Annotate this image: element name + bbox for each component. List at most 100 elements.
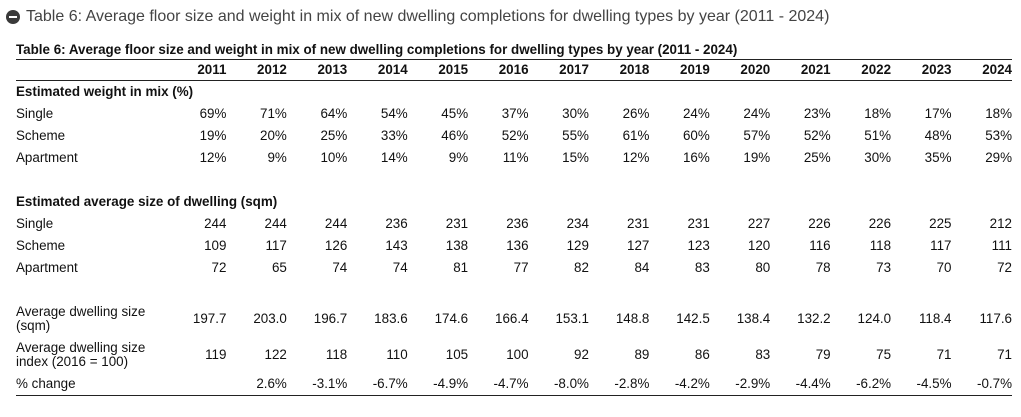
value-cell: 86 xyxy=(694,347,710,362)
value-cell: 65 xyxy=(271,260,287,275)
value-cell: 78 xyxy=(815,260,831,275)
value-cell: 69% xyxy=(199,106,227,121)
year-header: 2016 xyxy=(468,60,529,81)
value-cell: 119 xyxy=(205,347,227,362)
value-cell: 174.6 xyxy=(434,311,469,326)
section-header[interactable]: Table 6: Average floor size and weight i… xyxy=(6,6,829,28)
value-cell: 89 xyxy=(634,347,650,362)
header-label-cell xyxy=(16,60,166,81)
value-cell: 46% xyxy=(441,128,469,143)
value-cell: 52% xyxy=(803,128,831,143)
year-header: 2018 xyxy=(588,60,650,81)
value-cell: 231 xyxy=(627,216,650,231)
value-cell: 225 xyxy=(929,216,952,231)
table-row: Apartment 72 65 74 74 81 77 82 84 83 80 78 73 70 72 xyxy=(16,257,1012,279)
value-cell: 83 xyxy=(755,347,771,362)
value-cell: 10% xyxy=(320,150,348,165)
row-label: % change xyxy=(16,373,166,396)
row-label: Apartment xyxy=(16,260,78,275)
table-row: Average dwelling size (sqm) 197.7 203.0 196… xyxy=(16,301,1012,337)
row-label: Single xyxy=(16,216,54,231)
value-cell: 29% xyxy=(985,150,1012,165)
value-cell: -4.7% xyxy=(468,373,529,396)
value-cell: -4.4% xyxy=(770,373,831,396)
value-cell: 26% xyxy=(622,106,650,121)
row-label: Average dwelling size (sqm) xyxy=(16,304,146,333)
value-cell: 18% xyxy=(985,106,1012,121)
table-row: Average dwelling size index (2016 = 100)… xyxy=(16,337,1012,373)
value-cell: 244 xyxy=(264,216,287,231)
value-cell: -0.7% xyxy=(951,373,1012,396)
table-container: Table 6: Average floor size and weight i… xyxy=(16,40,1012,396)
value-cell: 166.4 xyxy=(495,311,529,326)
value-cell: 24% xyxy=(743,106,771,121)
section-heading-row: Estimated average size of dwelling (sqm) xyxy=(16,191,1012,213)
value-cell: 82 xyxy=(574,260,589,275)
year-header: 2024 xyxy=(951,60,1012,81)
value-cell: 123 xyxy=(687,238,710,253)
value-cell: -2.8% xyxy=(588,373,650,396)
value-cell: 16% xyxy=(682,150,710,165)
table-body: Estimated weight in mix (%) Single 69% 71% 6… xyxy=(16,81,1012,396)
value-cell: 74 xyxy=(332,260,348,275)
value-cell: 143 xyxy=(385,238,408,253)
year-header: 2020 xyxy=(709,60,771,81)
value-cell: 37% xyxy=(501,106,529,121)
value-cell: 19% xyxy=(743,150,771,165)
value-cell: 9% xyxy=(448,150,469,165)
table-row: Scheme 109 117 126 143 138 136 129 127 123 120 116 1… xyxy=(16,235,1012,257)
value-cell: 84 xyxy=(634,260,650,275)
value-cell: 33% xyxy=(380,128,408,143)
value-cell: 19% xyxy=(199,128,227,143)
value-cell: 71 xyxy=(936,347,952,362)
value-cell: -3.1% xyxy=(286,373,348,396)
value-cell: 83 xyxy=(694,260,710,275)
value-cell: 153.1 xyxy=(555,311,589,326)
collapse-minus-icon[interactable] xyxy=(6,10,20,24)
value-cell: 117 xyxy=(930,238,952,253)
table-row: Apartment 12% 9% 10% 14% 9% 11% 15% 12% 16% 19% 25%… xyxy=(16,147,1012,169)
value-cell: 75 xyxy=(876,347,892,362)
value-cell: 110 xyxy=(386,347,408,362)
value-cell: 53% xyxy=(985,128,1012,143)
value-cell: 72 xyxy=(997,260,1012,275)
value-cell: 132.2 xyxy=(797,311,831,326)
value-cell: 15% xyxy=(562,150,589,165)
year-header: 2021 xyxy=(770,60,831,81)
value-cell: 71% xyxy=(260,106,287,121)
value-cell: 117.6 xyxy=(979,311,1012,326)
value-cell: 77 xyxy=(513,260,529,275)
value-cell: 81 xyxy=(453,260,469,275)
value-cell: 212 xyxy=(989,216,1012,231)
value-cell: 197.7 xyxy=(192,311,227,326)
value-cell: 118 xyxy=(325,347,348,362)
value-cell: 9% xyxy=(267,150,287,165)
value-cell: 118 xyxy=(869,238,892,253)
row-label: Average dwelling size index (2016 = 100) xyxy=(16,340,146,369)
data-table: 2011 2012 2013 2014 2015 2016 2017 2018 2019 2020… xyxy=(16,60,1012,396)
value-cell: 203.0 xyxy=(253,311,287,326)
value-cell: 231 xyxy=(687,216,710,231)
value-cell: 72 xyxy=(211,260,227,275)
value-cell: -8.0% xyxy=(528,373,589,396)
value-cell: 111 xyxy=(991,238,1012,253)
value-cell: 61% xyxy=(622,128,650,143)
value-cell: 57% xyxy=(743,128,771,143)
value-cell: 226 xyxy=(808,216,831,231)
year-header: 2022 xyxy=(830,60,892,81)
value-cell: 79 xyxy=(815,347,831,362)
value-cell: 236 xyxy=(506,216,529,231)
table-row: Scheme 19% 20% 25% 33% 46% 52% 55% 61% 60% 57% 52% 5… xyxy=(16,125,1012,147)
value-cell: 138.4 xyxy=(736,311,771,326)
value-cell: 23% xyxy=(803,106,831,121)
value-cell: 100 xyxy=(506,347,529,362)
value-cell: 236 xyxy=(385,216,408,231)
value-cell: 234 xyxy=(566,216,589,231)
value-cell: 136 xyxy=(506,238,529,253)
value-cell: 2.6% xyxy=(226,373,287,396)
value-cell: 73 xyxy=(876,260,892,275)
value-cell: 18% xyxy=(864,106,892,121)
value-cell: 226 xyxy=(868,216,892,231)
section-heading-row: Estimated weight in mix (%) xyxy=(16,81,1012,104)
row-label: Scheme xyxy=(16,238,66,253)
